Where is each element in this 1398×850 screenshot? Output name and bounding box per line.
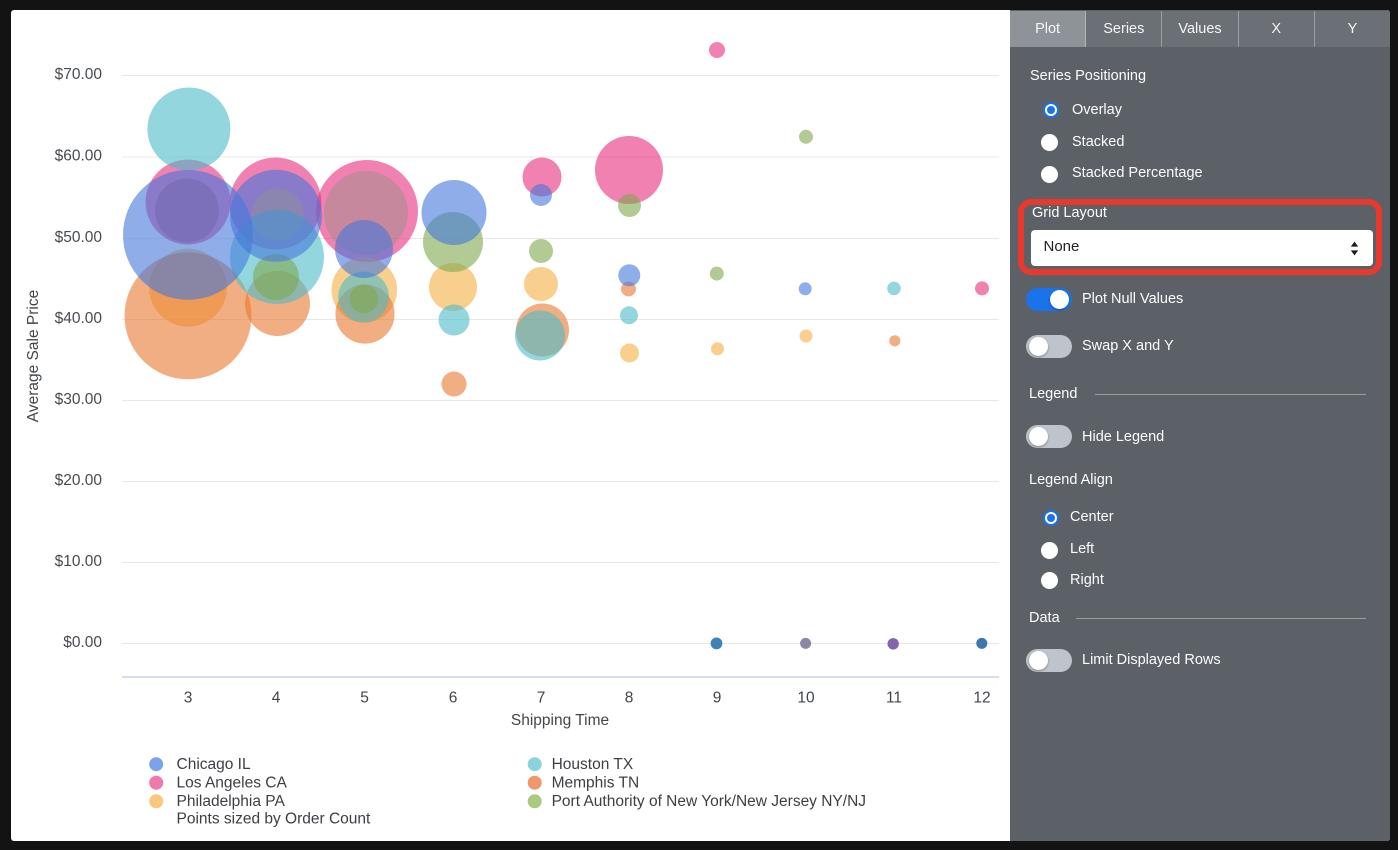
svg-text:$0.00: $0.00	[63, 634, 102, 651]
svg-text:Average Sale Price: Average Sale Price	[25, 290, 42, 422]
svg-text:8: 8	[625, 690, 634, 707]
svg-text:Points sized by Order Count: Points sized by Order Count	[177, 811, 372, 828]
svg-text:4: 4	[272, 690, 281, 707]
svg-text:12: 12	[973, 690, 990, 707]
svg-text:7: 7	[537, 690, 546, 707]
svg-text:3: 3	[184, 690, 193, 707]
svg-text:Philadelphia PA: Philadelphia PA	[177, 793, 286, 810]
svg-text:9: 9	[713, 690, 722, 707]
svg-text:$20.00: $20.00	[55, 472, 103, 489]
svg-text:$10.00: $10.00	[55, 553, 103, 570]
svg-text:Memphis TN: Memphis TN	[552, 775, 640, 792]
svg-text:Shipping Time: Shipping Time	[511, 712, 609, 729]
svg-text:$40.00: $40.00	[55, 310, 103, 327]
svg-text:Port Authority of New York/New: Port Authority of New York/New Jersey NY…	[552, 793, 866, 810]
svg-text:$70.00: $70.00	[55, 66, 103, 83]
svg-text:$30.00: $30.00	[55, 391, 103, 408]
svg-text:11: 11	[886, 690, 902, 707]
svg-text:6: 6	[449, 690, 458, 707]
svg-text:$60.00: $60.00	[55, 148, 103, 165]
svg-text:5: 5	[360, 690, 369, 707]
svg-text:Houston TX: Houston TX	[552, 756, 634, 773]
svg-text:Los Angeles CA: Los Angeles CA	[177, 775, 288, 792]
svg-text:10: 10	[797, 690, 815, 707]
svg-text:$50.00: $50.00	[55, 229, 103, 246]
svg-text:Chicago IL: Chicago IL	[177, 756, 251, 773]
